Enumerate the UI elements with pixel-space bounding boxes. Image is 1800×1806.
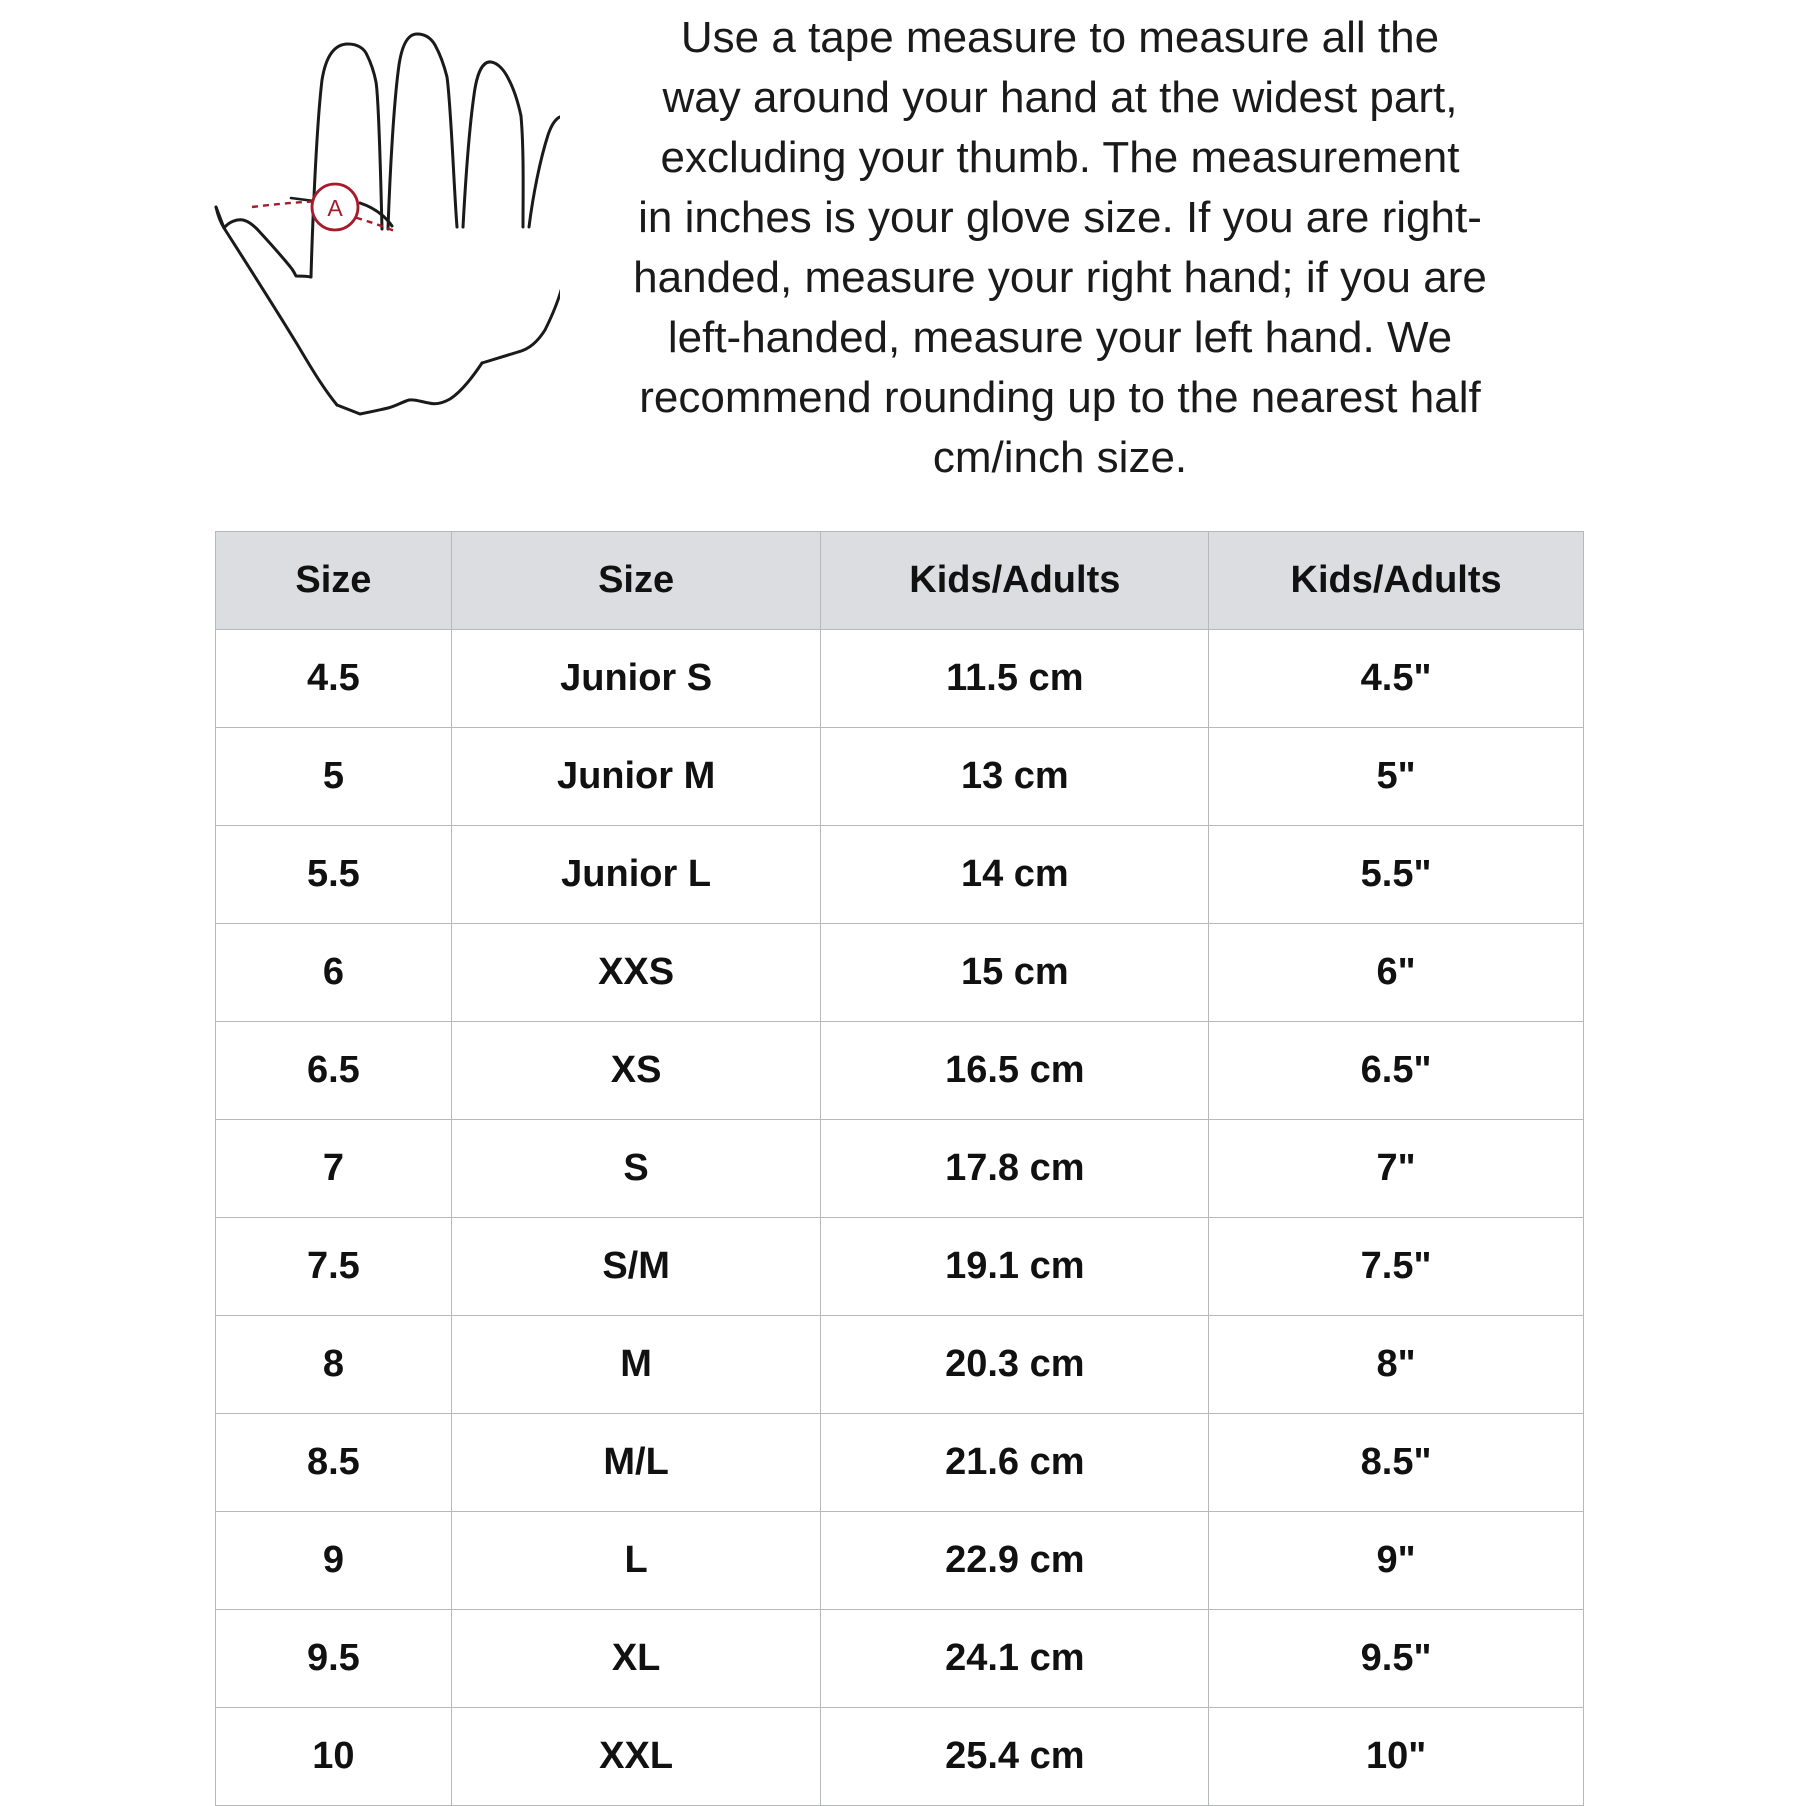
- svg-text:A: A: [327, 195, 343, 221]
